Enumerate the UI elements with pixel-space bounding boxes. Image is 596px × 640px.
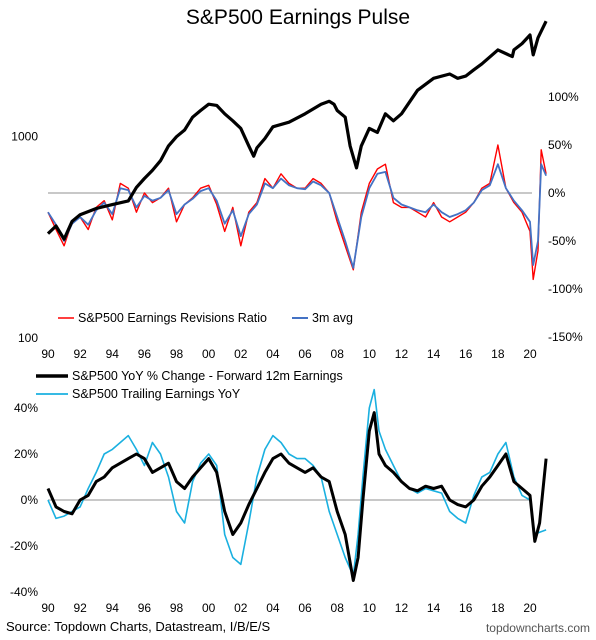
- right-y-tick-50pct: 50%: [548, 138, 572, 152]
- top-x-tick-10: 10: [363, 347, 377, 361]
- top-x-tick-04: 04: [266, 347, 280, 361]
- bottom-x-tick-00: 00: [202, 601, 216, 615]
- bottom-x-tick-08: 08: [331, 601, 345, 615]
- top-x-tick-96: 96: [138, 347, 152, 361]
- trailing-eps-line: [47, 388, 547, 577]
- left-y-tick-100: 100: [18, 331, 38, 345]
- bottom-x-tick-10: 10: [363, 601, 377, 615]
- bottom-x-tick-20: 20: [523, 601, 537, 615]
- bottom-y-tick--20pct: -20%: [10, 539, 38, 553]
- forward-eps-line: [46, 411, 548, 582]
- top-x-tick-92: 92: [73, 347, 87, 361]
- legend-revisions-label: S&P500 Earnings Revisions Ratio: [78, 311, 267, 325]
- top-x-tick-18: 18: [491, 347, 505, 361]
- bottom-y-tick-20pct: 20%: [14, 447, 38, 461]
- avg3m-line: [47, 163, 547, 269]
- right-y-tick--50pct: -50%: [548, 234, 576, 248]
- top-x-tick-06: 06: [298, 347, 312, 361]
- source-note: Source: Topdown Charts, Datastream, I/B/…: [6, 619, 271, 634]
- top-x-tick-94: 94: [106, 347, 120, 361]
- bottom-x-tick-02: 02: [234, 601, 248, 615]
- bottom-x-tick-06: 06: [298, 601, 312, 615]
- bottom-y-tick-0pct: 0%: [21, 493, 39, 507]
- top-x-tick-20: 20: [523, 347, 537, 361]
- top-x-tick-90: 90: [41, 347, 55, 361]
- bottom-x-tick-16: 16: [459, 601, 473, 615]
- bottom-x-tick-04: 04: [266, 601, 280, 615]
- top-x-tick-16: 16: [459, 347, 473, 361]
- bottom-x-tick-92: 92: [73, 601, 87, 615]
- bottom-x-tick-12: 12: [395, 601, 409, 615]
- top-x-tick-12: 12: [395, 347, 409, 361]
- top-x-tick-08: 08: [331, 347, 345, 361]
- bottom-x-tick-98: 98: [170, 601, 184, 615]
- right-y-tick-100pct: 100%: [548, 90, 579, 104]
- right-y-tick--150pct: -150%: [548, 330, 583, 344]
- top-x-tick-02: 02: [234, 347, 248, 361]
- bottom-x-tick-18: 18: [491, 601, 505, 615]
- brand-watermark: topdowncharts.com: [485, 621, 590, 635]
- bottom-y-tick--40pct: -40%: [10, 585, 38, 599]
- chart-title: S&P500 Earnings Pulse: [185, 6, 411, 29]
- legend-avg3m-label: 3m avg: [312, 311, 353, 325]
- top-x-tick-14: 14: [427, 347, 441, 361]
- bottom-x-tick-96: 96: [138, 601, 152, 615]
- legend-forward-label: S&P500 YoY % Change - Forward 12m Earnin…: [72, 369, 343, 383]
- sp500-index-line: [46, 20, 548, 241]
- bottom-x-tick-94: 94: [106, 601, 120, 615]
- right-y-tick-0pct: 0%: [548, 186, 566, 200]
- legend-trailing-label: S&P500 Trailing Earnings YoY: [72, 387, 241, 401]
- bottom-x-tick-90: 90: [41, 601, 55, 615]
- bottom-x-tick-14: 14: [427, 601, 441, 615]
- left-y-tick-1000: 1000: [11, 130, 38, 144]
- revisions-ratio-line: [47, 144, 547, 281]
- bottom-y-tick-40pct: 40%: [14, 401, 38, 415]
- right-y-tick--100pct: -100%: [548, 282, 583, 296]
- top-x-tick-00: 00: [202, 347, 216, 361]
- top-x-tick-98: 98: [170, 347, 184, 361]
